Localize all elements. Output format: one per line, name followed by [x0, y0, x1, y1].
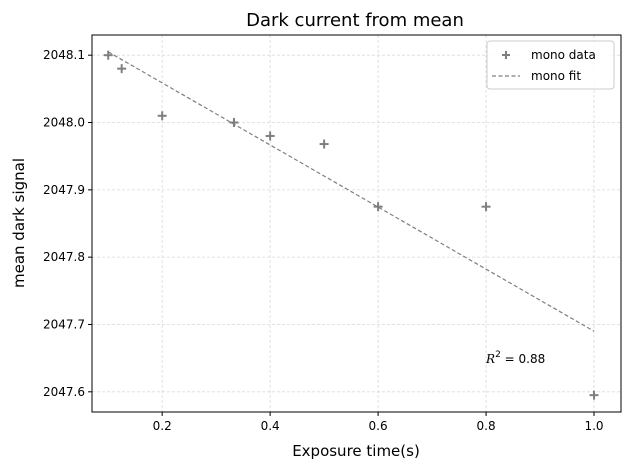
fit-line [107, 51, 595, 332]
x-axis-ticks: 0.2 0.4 0.6 0.8 1.0 [153, 412, 604, 433]
legend-entry-mono-fit: mono fit [531, 69, 581, 83]
y-tick-label: 2048.0 [43, 116, 85, 130]
plot-area-frame [91, 34, 622, 413]
data-point [373, 202, 383, 212]
fit-layer [107, 51, 595, 332]
x-axis-label: Exposure time(s) [292, 442, 420, 460]
legend-marker-plus [502, 51, 510, 59]
marker-layer [103, 50, 599, 400]
data-point [157, 111, 167, 121]
legend-entry-mono-data: mono data [531, 48, 596, 62]
chart-title: Dark current from mean [246, 10, 464, 31]
r-symbol: R [485, 352, 495, 366]
x-tick-label: 0.6 [369, 419, 388, 433]
y-tick-label: 2047.7 [43, 317, 85, 331]
y-tick-label: 2047.9 [43, 183, 85, 197]
y-tick-label: 2048.1 [43, 48, 85, 62]
legend: mono data mono fit [486, 40, 615, 90]
data-point [103, 50, 113, 60]
data-point [229, 118, 239, 128]
data-point [589, 390, 599, 400]
x-tick-label: 0.4 [261, 419, 280, 433]
x-tick-label: 0.8 [477, 419, 496, 433]
r-superscript: 2 [495, 350, 501, 360]
y-axis-ticks: 2047.6 2047.7 2047.8 2047.9 2048.0 2048.1 [43, 48, 92, 399]
x-tick-label: 1.0 [584, 419, 603, 433]
data-point [117, 64, 127, 74]
data-point [265, 131, 275, 141]
legend-box [486, 40, 615, 90]
y-tick-label: 2047.8 [43, 250, 85, 264]
y-tick-label: 2047.6 [43, 385, 85, 399]
x-tick-label: 0.2 [153, 419, 172, 433]
data-point [481, 202, 491, 212]
r-value: = 0.88 [501, 352, 545, 366]
data-point [319, 139, 329, 149]
r-squared-annotation: R2 = 0.88 [485, 350, 545, 366]
y-axis-label: mean dark signal [10, 158, 28, 288]
